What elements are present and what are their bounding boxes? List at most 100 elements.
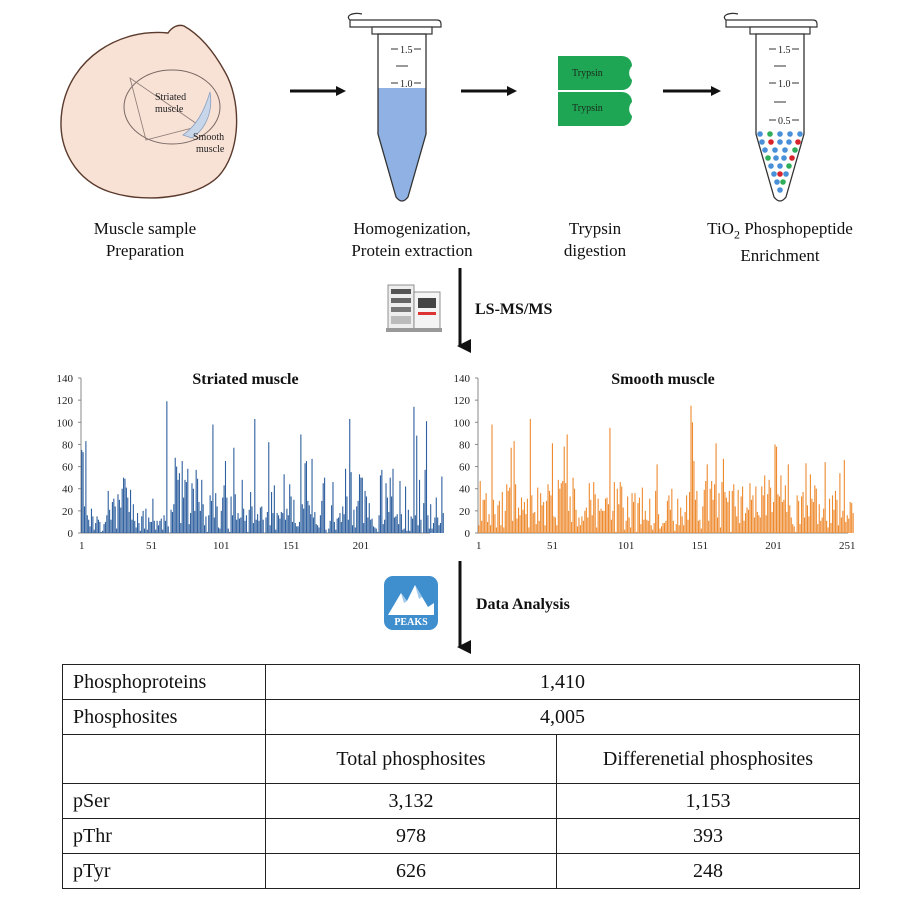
y-tick-label: 60: [459, 462, 471, 474]
y-tick-label: 20: [62, 506, 74, 518]
bead: [777, 139, 783, 145]
bead: [780, 179, 786, 185]
y-tick-label: 80: [459, 439, 471, 451]
bead: [757, 131, 763, 137]
peaks-logo-text: PEAKS: [394, 617, 428, 628]
x-tick-label: 51: [547, 540, 558, 552]
y-tick-label: 120: [454, 395, 471, 407]
y-tick-label: 60: [62, 462, 74, 474]
bead: [767, 131, 773, 137]
trypsin-pill-1: Trypsin: [572, 68, 603, 79]
striated-label-2: muscle: [155, 104, 184, 115]
bead: [783, 171, 789, 177]
x-tick-label: 1: [476, 540, 482, 552]
bead: [768, 139, 774, 145]
smooth-label-2: muscle: [196, 144, 225, 155]
cell-total: 626: [265, 853, 557, 889]
row-label: pTyr: [62, 853, 266, 889]
chart-title: Striated muscle: [192, 371, 298, 388]
row-label: Phosphosites: [62, 699, 266, 735]
x-tick-label: 101: [618, 540, 635, 552]
caption-tio2-line2: Enrichment: [740, 246, 820, 266]
homog-mark-15: 1.5: [400, 45, 413, 56]
summary-table: Phosphoproteins 1,410 Phosphosites 4,005…: [62, 664, 860, 889]
caption-muscle: Muscle sample Preparation: [60, 218, 230, 262]
bead: [773, 155, 779, 161]
ms-label: LS-MS/MS: [475, 301, 552, 318]
bead: [786, 139, 792, 145]
bead: [792, 147, 798, 153]
bead: [795, 139, 801, 145]
row-label: pSer: [62, 783, 266, 819]
tio2-mark-10: 1.0: [778, 79, 791, 90]
caption-homog-line2: Protein extraction: [351, 241, 473, 260]
bead: [777, 163, 783, 169]
bead: [774, 179, 780, 185]
phosphopeptide-beads: [757, 131, 803, 193]
y-tick-label: 40: [459, 484, 471, 496]
smooth-label: Smooth: [193, 132, 224, 143]
homogenization-tube-icon: 1.5 1.0: [347, 12, 442, 202]
cell-total: 3,132: [265, 783, 557, 819]
bead: [765, 155, 771, 161]
bead: [781, 155, 787, 161]
table-row: pThr 978 393: [62, 818, 860, 854]
y-tick-label: 100: [454, 417, 471, 429]
x-tick-label: 1: [79, 540, 85, 552]
header-diff: Differenetial phosphosites: [556, 734, 860, 784]
y-tick-label: 120: [57, 395, 74, 407]
caption-trypsin-line1: Trypsin: [568, 219, 622, 238]
homog-mark-10: 1.0: [400, 79, 413, 90]
caption-tio2: TiO2 Phosphopeptide Enrichment: [682, 218, 878, 267]
caption-trypsin-line2: digestion: [563, 241, 627, 260]
y-tick-label: 40: [62, 484, 74, 496]
cell-diff: 393: [556, 818, 860, 854]
y-tick-label: 20: [459, 506, 471, 518]
y-tick-label: 140: [454, 373, 471, 385]
header-empty-cell: [62, 734, 266, 784]
cell-diff: 248: [556, 853, 860, 889]
analysis-step: PEAKS Data Analysis: [384, 561, 570, 654]
table-row: Phosphoproteins 1,410: [62, 664, 860, 700]
analysis-label: Data Analysis: [476, 596, 570, 613]
x-tick-label: 251: [839, 540, 856, 552]
ms-step: LS-MS/MS: [386, 270, 552, 353]
bead: [787, 131, 793, 137]
striated-label: Striated: [155, 92, 186, 103]
table-row: Phosphosites 4,005: [62, 699, 860, 735]
header-total: Total phosphosites: [265, 734, 557, 784]
cell-total: 978: [265, 818, 557, 854]
tio2-tube-icon: 1.5 1.0 0.5: [723, 12, 818, 202]
x-tick-label: 101: [213, 540, 230, 552]
trypsin-pill-2: Trypsin: [572, 103, 603, 114]
bead: [782, 147, 788, 153]
x-tick-label: 201: [765, 540, 782, 552]
muscle-sample-icon: Striated muscle Smooth muscle: [60, 24, 238, 199]
row-value: 4,005: [265, 699, 860, 735]
caption-trypsin: Trypsin digestion: [540, 218, 650, 262]
bead: [777, 187, 783, 193]
bead: [759, 139, 765, 145]
tio2-mark-05: 0.5: [778, 116, 791, 127]
x-tick-label: 151: [283, 540, 300, 552]
bead: [768, 163, 774, 169]
tio2-mark-15: 1.5: [778, 45, 791, 56]
y-tick-label: 0: [465, 528, 471, 540]
bead: [797, 131, 803, 137]
y-tick-label: 140: [57, 373, 74, 385]
table-row: pTyr 626 248: [62, 853, 860, 889]
row-value: 1,410: [265, 664, 860, 700]
row-label: Phosphoproteins: [62, 664, 266, 700]
peaks-logo: PEAKS: [384, 576, 438, 630]
bead: [786, 163, 792, 169]
chart-title: Smooth muscle: [611, 371, 715, 388]
x-tick-label: 151: [692, 540, 709, 552]
y-tick-label: 100: [57, 417, 74, 429]
bead: [789, 155, 795, 161]
row-label: pThr: [62, 818, 266, 854]
x-tick-label: 51: [146, 540, 157, 552]
